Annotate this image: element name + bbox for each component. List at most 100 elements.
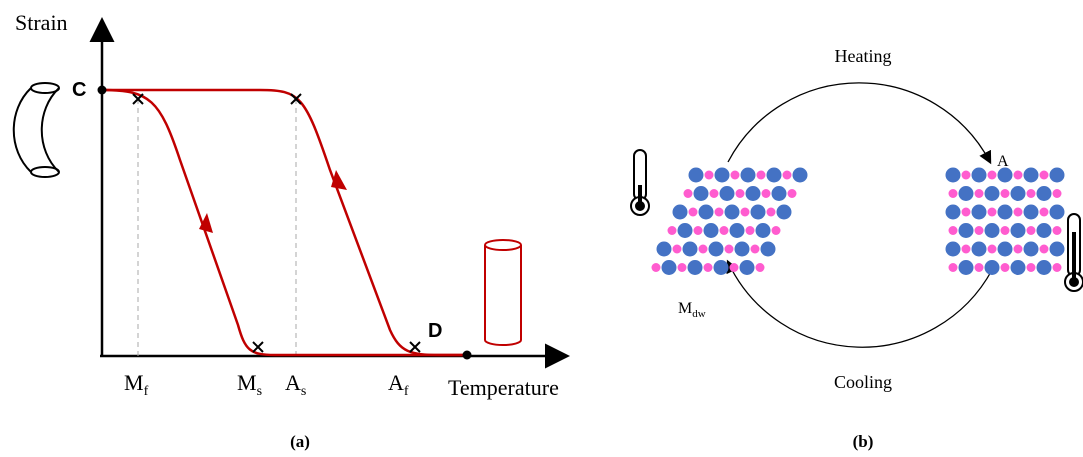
lattice-atom [1050, 242, 1065, 257]
lattice-atom [962, 171, 971, 180]
figure: Strain Temperature C D Mf Ms As Af (a) H… [0, 0, 1083, 457]
lattice-atom [985, 186, 1000, 201]
temperature-label: Af [388, 370, 409, 399]
lattice-atom [767, 168, 782, 183]
cooling-label: Cooling [834, 372, 892, 392]
transition-markers [133, 94, 420, 352]
lattice-atom [740, 260, 755, 275]
austenite-lattice [946, 168, 1065, 276]
point-label: D [428, 320, 442, 342]
phase-label: Mdw [678, 300, 706, 320]
x-axis-label: Temperature [448, 375, 559, 400]
heating-label: Heating [835, 46, 892, 66]
lattice-atom [699, 245, 708, 254]
lattice-atom [715, 168, 730, 183]
lattice-atom [972, 205, 987, 220]
lattice-atom [949, 226, 958, 235]
lattice-atom [725, 205, 740, 220]
lattice-atom [652, 263, 661, 272]
thermometer [1065, 214, 1083, 291]
lattice-atom [689, 168, 704, 183]
lattice-atom [757, 171, 766, 180]
lattice-atom [1040, 245, 1049, 254]
lattice-atom [761, 242, 776, 257]
lattice-atom [1053, 226, 1062, 235]
caption: (b) [853, 432, 874, 451]
lattice-atom [715, 208, 724, 217]
lattice-atom [725, 245, 734, 254]
lattice-atom [741, 168, 756, 183]
lattice-atom [720, 226, 729, 235]
panel-a: Strain Temperature C D Mf Ms As Af (a) [14, 10, 565, 451]
lattice-atom [783, 171, 792, 180]
lattice-atom [751, 245, 760, 254]
lattice-atom [710, 189, 719, 198]
phase-label: A [997, 153, 1009, 170]
lattice-atom [705, 171, 714, 180]
point-c [98, 86, 107, 95]
lattice-atom [998, 205, 1013, 220]
lattice-atom [1011, 260, 1026, 275]
lattice-atom [699, 205, 714, 220]
lattice-atom [959, 223, 974, 238]
lattice-atom [772, 186, 787, 201]
cooling-curve [102, 90, 467, 355]
lattice-atom [1037, 223, 1052, 238]
lattice-atom [998, 242, 1013, 257]
lattice-atom [688, 260, 703, 275]
lattice-atom [720, 186, 735, 201]
lattice-atom [678, 263, 687, 272]
lattice-atom [949, 263, 958, 272]
lattice-atom [1027, 226, 1036, 235]
lattice-atom [736, 189, 745, 198]
temperature-label: As [285, 370, 306, 399]
lattice-atom [689, 208, 698, 217]
lattice-atom [972, 242, 987, 257]
lattice-atom [1014, 245, 1023, 254]
lattice-atom [1014, 208, 1023, 217]
lattice-atom [746, 186, 761, 201]
lattice-atom [1024, 168, 1039, 183]
cooling-arrow [728, 262, 992, 347]
y-axis-label: Strain [15, 10, 68, 35]
lattice-atom [668, 226, 677, 235]
lattice-atom [1001, 226, 1010, 235]
straight-sample [485, 240, 521, 345]
lattice-atom [756, 223, 771, 238]
lattice-atom [1050, 205, 1065, 220]
lattice-atom [962, 208, 971, 217]
lattice-atom [1053, 263, 1062, 272]
caption: (a) [290, 432, 310, 451]
lattice-atom [714, 260, 729, 275]
panel-b: Heating Cooling A Mdw (b) [631, 46, 1083, 451]
lattice-atom [1024, 205, 1039, 220]
lattice-atom [946, 168, 961, 183]
lattice-atom [777, 205, 792, 220]
lattice-atom [972, 168, 987, 183]
lattice-atom [1040, 208, 1049, 217]
lattice-atom [788, 189, 797, 198]
lattice-atom [673, 205, 688, 220]
lattice-atom [975, 189, 984, 198]
lattice-atom [998, 168, 1013, 183]
lattice-atom [704, 223, 719, 238]
lattice-atom [985, 223, 1000, 238]
lattice-atom [1001, 189, 1010, 198]
lattice-atom [1053, 189, 1062, 198]
lattice-atom [704, 263, 713, 272]
lattice-atom [1001, 263, 1010, 272]
lattice-atom [746, 226, 755, 235]
thermometer [631, 150, 649, 215]
lattice-atom [1014, 171, 1023, 180]
lattice-atom [767, 208, 776, 217]
lattice-atom [772, 226, 781, 235]
lattice-atom [1050, 168, 1065, 183]
lattice-atom [962, 245, 971, 254]
lattice-atom [1027, 189, 1036, 198]
lattice-atom [1037, 186, 1052, 201]
heating-curve [102, 90, 467, 355]
lattice-atom [988, 245, 997, 254]
lattice-atom [946, 205, 961, 220]
direction-arrow [331, 170, 347, 190]
temperature-label: Mf [124, 370, 149, 399]
